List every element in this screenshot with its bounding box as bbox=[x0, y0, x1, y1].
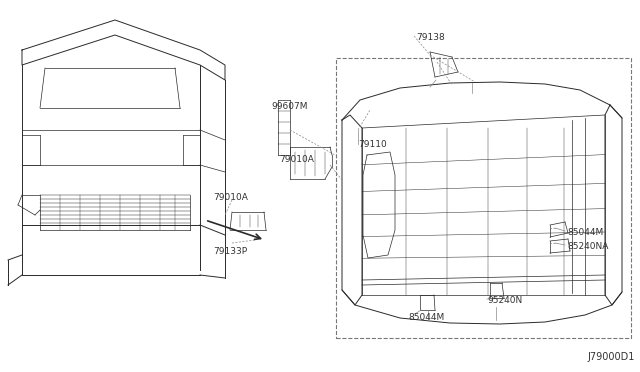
Text: J79000D1: J79000D1 bbox=[587, 352, 634, 362]
Text: 95240N: 95240N bbox=[487, 296, 522, 305]
Text: 85044M: 85044M bbox=[567, 228, 604, 237]
Text: 85240NA: 85240NA bbox=[567, 242, 609, 251]
Text: 79133P: 79133P bbox=[213, 247, 247, 256]
Text: 79110: 79110 bbox=[358, 140, 387, 149]
Bar bbox=[336, 58, 631, 338]
Text: 79010A: 79010A bbox=[213, 193, 248, 202]
Text: 99607M: 99607M bbox=[271, 102, 307, 111]
Text: 85044M: 85044M bbox=[408, 313, 444, 322]
Text: 79138: 79138 bbox=[416, 33, 445, 42]
Text: 79010A: 79010A bbox=[279, 155, 314, 164]
